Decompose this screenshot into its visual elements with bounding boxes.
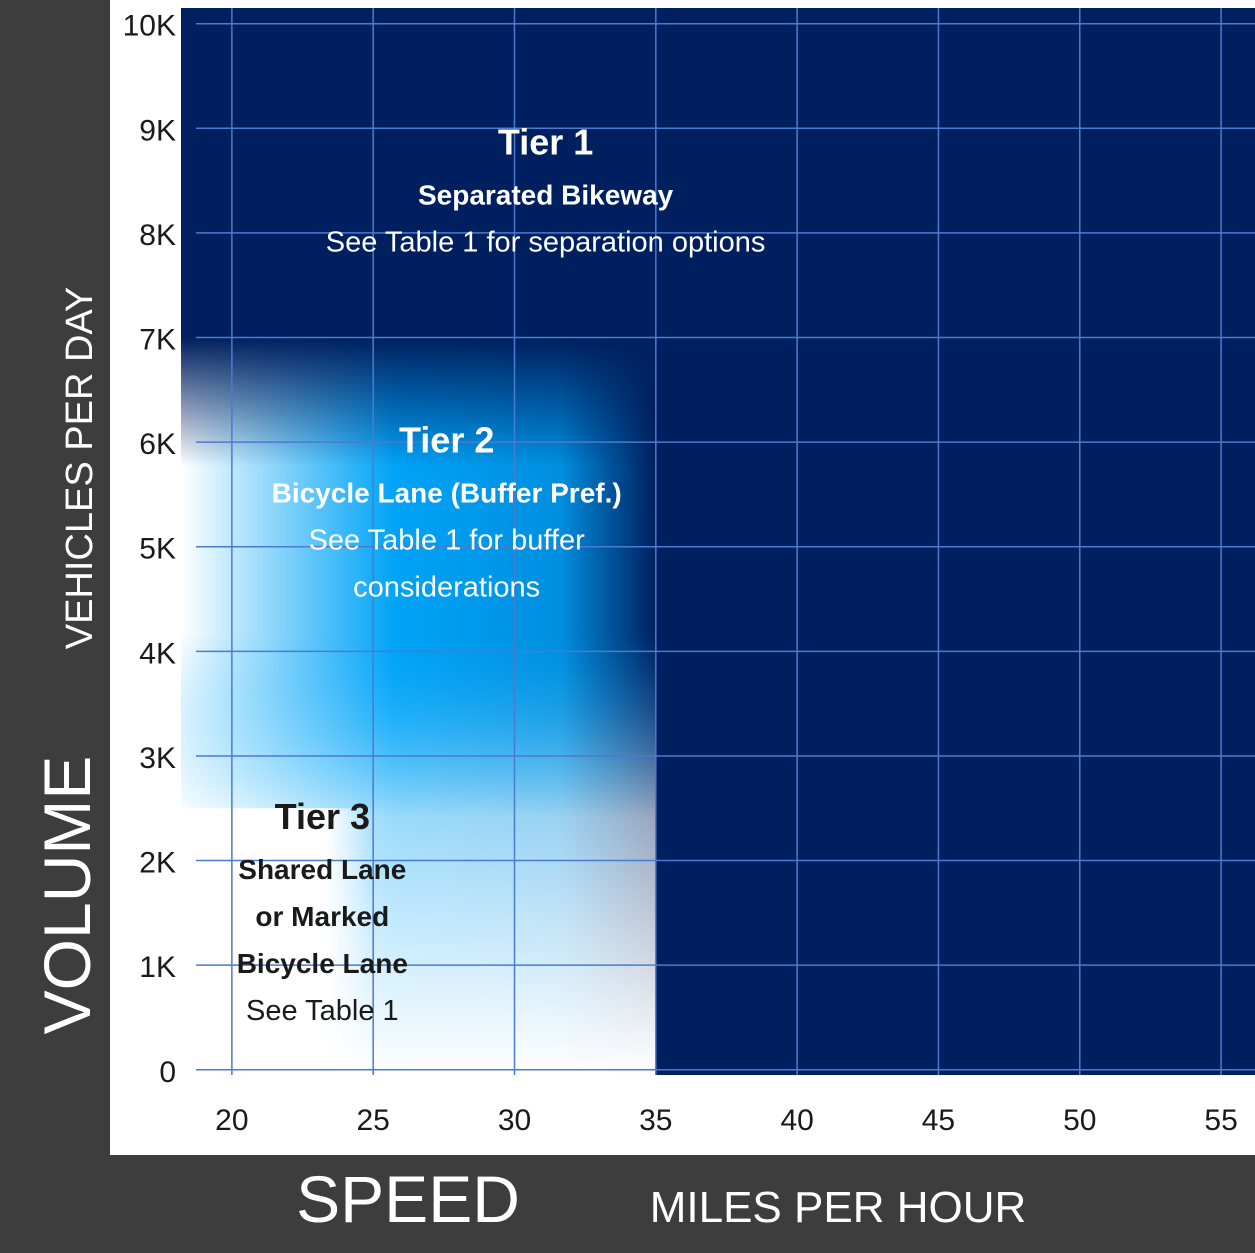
tier3-line: See Table 1 [246, 995, 399, 1027]
frame-left [0, 0, 110, 1253]
y-tick-label: 10K [123, 10, 176, 43]
y-tick-label: 2K [139, 847, 176, 880]
x-tick-label: 40 [780, 1104, 813, 1137]
x-tick-label: 30 [498, 1104, 531, 1137]
tier2-region-top-fade [181, 337, 656, 707]
y-tick-label: 4K [139, 637, 176, 670]
x-tick-label: 25 [357, 1104, 390, 1137]
tier2-title: Tier 2 [399, 420, 494, 461]
tier3-region [181, 808, 374, 1075]
y-tick-label: 5K [139, 533, 176, 566]
y-axis-ticks: 0 1K 2K 3K 4K 5K 6K 7K 8K 9K 10K [123, 10, 176, 1089]
tier1-line: See Table 1 for separation options [326, 226, 766, 258]
y-tick-label: 7K [139, 324, 176, 357]
y-tick-label: 8K [139, 219, 176, 252]
y-axis-title: VOLUME [30, 756, 104, 1035]
x-tick-label: 45 [922, 1104, 955, 1137]
tier2-line: Bicycle Lane (Buffer Pref.) [272, 478, 622, 509]
x-tick-label: 55 [1204, 1104, 1237, 1137]
tier3-title: Tier 3 [275, 796, 370, 837]
x-tick-label: 35 [639, 1104, 672, 1137]
x-axis-unit: MILES PER HOUR [650, 1183, 1027, 1232]
x-tick-label: 50 [1063, 1104, 1096, 1137]
tier1-title: Tier 1 [498, 121, 593, 162]
tier3-line: Shared Lane [238, 854, 406, 885]
y-tick-label: 1K [139, 951, 176, 984]
y-tick-label: 9K [139, 114, 176, 147]
x-tick-label: 20 [215, 1104, 248, 1137]
y-tick-label: 0 [159, 1056, 176, 1089]
y-axis-unit: VEHICLES PER DAY [59, 287, 101, 650]
frame-bottom [0, 1155, 1255, 1253]
grid [196, 8, 1255, 1075]
y-tick-label: 6K [139, 428, 176, 461]
tier2-line: See Table 1 for buffer [309, 525, 586, 557]
tier1-line: Separated Bikeway [418, 179, 674, 210]
tier2-line: considerations [353, 572, 540, 604]
tier3-line: Bicycle Lane [237, 948, 408, 979]
x-axis-title: SPEED [296, 1162, 520, 1236]
tier-labels: Tier 1 Separated Bikeway See Table 1 for s… [237, 121, 766, 1027]
tier3-line: or Marked [255, 901, 389, 932]
x-axis-ticks: 20 25 30 35 40 45 50 55 [215, 1104, 1238, 1137]
y-tick-label: 3K [139, 742, 176, 775]
